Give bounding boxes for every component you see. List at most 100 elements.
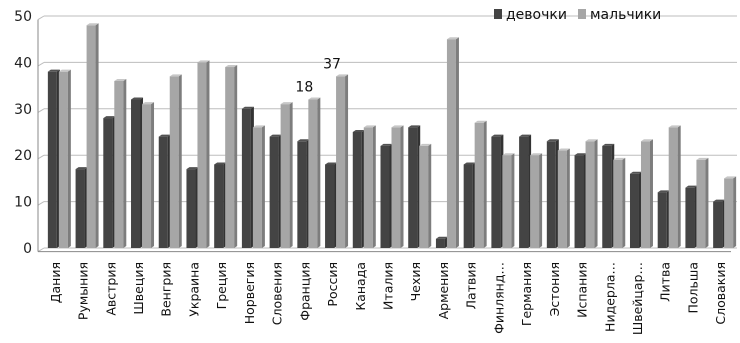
x-tick-label: Румыния bbox=[76, 262, 91, 320]
bar-front bbox=[474, 122, 484, 248]
bar-front bbox=[629, 173, 639, 248]
x-tick-label: Швеция bbox=[131, 262, 146, 315]
bar-side bbox=[622, 157, 626, 248]
x-tick-label: Норвегия bbox=[242, 262, 257, 324]
x-tick-label: Швейцар… bbox=[630, 262, 645, 335]
x-tick-label: Австрия bbox=[103, 262, 118, 316]
bar-side bbox=[539, 153, 543, 248]
bar-top bbox=[336, 74, 349, 77]
bar-girls bbox=[214, 162, 227, 248]
bar-top bbox=[325, 162, 338, 165]
x-tick-label: Дания bbox=[48, 262, 63, 303]
bar-top bbox=[252, 125, 265, 128]
bar-side bbox=[511, 153, 515, 248]
bar-side bbox=[372, 125, 376, 248]
bar-girls bbox=[186, 167, 199, 248]
y-tick-label: 20 bbox=[14, 148, 32, 164]
bar-top bbox=[58, 69, 71, 72]
bar-top bbox=[491, 134, 504, 137]
bar-boys bbox=[225, 65, 238, 248]
bar-side bbox=[400, 125, 404, 248]
bar-front bbox=[352, 132, 362, 248]
bar-front bbox=[131, 99, 141, 249]
bar-boys bbox=[696, 157, 709, 248]
x-tick-label: Чехия bbox=[408, 262, 423, 301]
bar-front bbox=[446, 39, 456, 249]
bar-front bbox=[546, 141, 556, 248]
bar-top bbox=[530, 153, 543, 156]
y-tick-label: 40 bbox=[14, 55, 32, 71]
bar-side bbox=[95, 23, 99, 249]
bar-top bbox=[640, 139, 653, 142]
bar-front bbox=[613, 159, 623, 248]
bar-front bbox=[724, 178, 734, 248]
x-tick-label: Финлянд… bbox=[491, 262, 506, 334]
bar-girls bbox=[103, 116, 116, 248]
bar-side bbox=[705, 157, 709, 248]
bar-top bbox=[435, 236, 448, 239]
bar-side bbox=[317, 97, 321, 249]
legend: девочки мальчики bbox=[494, 7, 661, 23]
gridline-depth bbox=[37, 108, 45, 113]
bar-boys bbox=[530, 153, 543, 248]
bar-front bbox=[602, 145, 612, 248]
bar-top bbox=[574, 153, 587, 156]
bar-top bbox=[629, 171, 642, 174]
bar-front bbox=[308, 99, 318, 249]
bar-top bbox=[47, 69, 60, 72]
x-tick-label: Украина bbox=[186, 262, 201, 317]
bar-boys bbox=[252, 125, 265, 248]
bar-front bbox=[419, 145, 429, 248]
bar-top bbox=[391, 125, 404, 128]
bar-top bbox=[114, 78, 127, 81]
bar-boys bbox=[363, 125, 376, 248]
bar-girls bbox=[602, 143, 615, 248]
bar-girls bbox=[269, 134, 282, 248]
bar-top bbox=[380, 143, 393, 146]
x-tick-label: Нидерла… bbox=[602, 262, 617, 332]
bar-top bbox=[158, 134, 171, 137]
bar-front bbox=[530, 155, 540, 248]
legend-item: девочки bbox=[494, 7, 567, 23]
gridline-depth bbox=[37, 154, 45, 160]
bar-girls bbox=[435, 236, 448, 248]
x-tick-label: Италия bbox=[381, 262, 396, 310]
data-label: 18 bbox=[295, 80, 313, 96]
bar-top bbox=[103, 116, 116, 119]
bar-front bbox=[103, 118, 113, 248]
bar-top bbox=[214, 162, 227, 165]
y-axis-ticks: 0 10 20 30 40 50 bbox=[14, 9, 32, 257]
bar-top bbox=[280, 102, 293, 105]
gridline-depth bbox=[37, 61, 45, 67]
bar-front bbox=[169, 76, 179, 248]
y-tick-label: 10 bbox=[14, 195, 32, 211]
bar-boys bbox=[474, 120, 487, 248]
bar-front bbox=[574, 155, 584, 248]
bar-girls bbox=[325, 162, 338, 248]
bar-top bbox=[713, 199, 726, 202]
bar-front bbox=[114, 80, 124, 249]
y-tick-label: 0 bbox=[23, 241, 32, 257]
x-tick-label: Германия bbox=[519, 262, 534, 326]
bar-side bbox=[677, 125, 681, 248]
bar-top bbox=[446, 37, 459, 40]
bar-front bbox=[325, 164, 335, 248]
bar-front bbox=[86, 25, 96, 249]
bar-top bbox=[169, 74, 182, 77]
bar-front bbox=[214, 164, 224, 248]
bar-front bbox=[241, 108, 251, 248]
bar-front bbox=[463, 164, 473, 248]
bar-top bbox=[75, 167, 88, 170]
bar-top bbox=[241, 106, 254, 109]
bar-boys bbox=[58, 69, 71, 249]
bar-top bbox=[86, 23, 99, 26]
bar-girls bbox=[519, 134, 532, 248]
bar-side bbox=[67, 69, 71, 249]
bar-side bbox=[261, 125, 265, 248]
bar-top bbox=[297, 139, 310, 142]
bar-boys bbox=[308, 97, 321, 249]
x-tick-label: Греция bbox=[214, 262, 229, 309]
bar-girls bbox=[685, 185, 698, 248]
bar-front bbox=[435, 238, 445, 248]
